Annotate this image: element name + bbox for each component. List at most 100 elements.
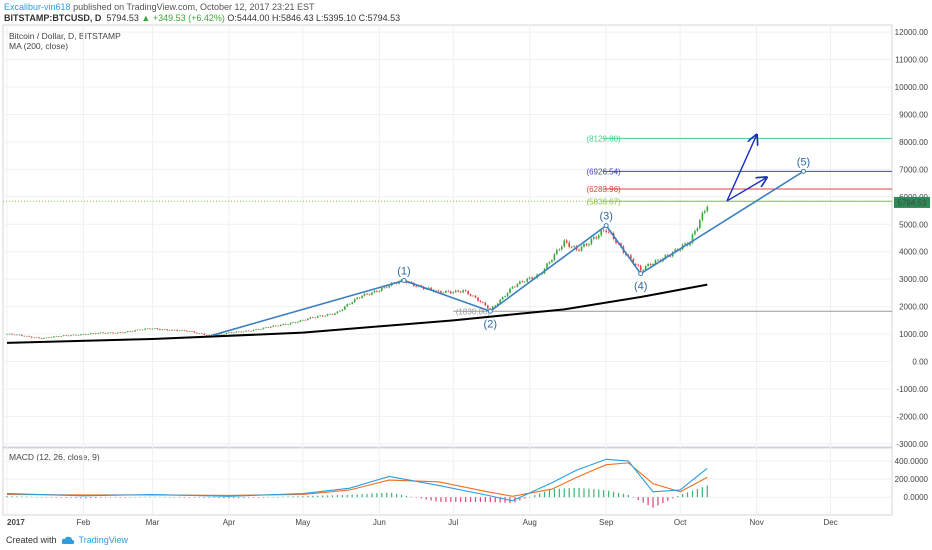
candle xyxy=(634,263,637,265)
candle xyxy=(247,330,250,332)
macd-histogram-bar xyxy=(109,497,112,498)
candle xyxy=(176,329,178,331)
macd-histogram-bar xyxy=(183,497,186,498)
candle xyxy=(585,243,588,246)
candle xyxy=(28,335,30,337)
y-tick-label: 2000.00 xyxy=(899,303,928,312)
wave-path xyxy=(211,170,804,337)
candle xyxy=(344,306,346,310)
candle xyxy=(230,332,233,333)
candle xyxy=(590,238,593,245)
candle xyxy=(77,335,80,336)
projection-arrow xyxy=(726,178,766,202)
candle xyxy=(168,330,171,331)
candle xyxy=(240,331,243,333)
macd-histogram-bar xyxy=(469,497,472,502)
macd-histogram-bar xyxy=(233,497,235,499)
wave-label: (2) xyxy=(484,318,497,330)
y-tick-label: 0.00 xyxy=(912,358,928,367)
macd-histogram-bar xyxy=(391,492,393,498)
candle xyxy=(509,288,511,294)
macd-histogram-bar xyxy=(228,497,230,499)
candle xyxy=(551,260,553,263)
symbol-name: BITSTAMP:BTCUSD, D xyxy=(4,13,102,23)
ohlc-high: H:5846.43 xyxy=(271,13,314,23)
candle xyxy=(580,246,583,251)
macd-histogram-bar xyxy=(479,497,482,502)
candle xyxy=(6,334,8,335)
candle xyxy=(146,328,149,330)
macd-histogram-bar xyxy=(31,496,33,498)
candle xyxy=(630,255,632,260)
wave-label: (1) xyxy=(397,266,410,278)
candle xyxy=(97,333,100,334)
candle xyxy=(299,320,302,322)
macd-histogram-bar xyxy=(317,495,319,498)
candle xyxy=(464,290,467,292)
candle xyxy=(588,244,590,246)
wave-point xyxy=(638,271,644,277)
macd-histogram-bar xyxy=(410,496,412,498)
macd-histogram-bar xyxy=(252,497,255,498)
author-link[interactable]: Excalibur-vin618 xyxy=(4,2,71,12)
macd-histogram-bar xyxy=(588,488,590,498)
macd-histogram-bar xyxy=(430,497,432,501)
candle xyxy=(516,283,519,287)
candle xyxy=(454,290,457,293)
candle xyxy=(43,337,45,339)
candle xyxy=(164,329,166,330)
candle xyxy=(85,334,87,335)
candle xyxy=(220,333,223,335)
candle xyxy=(442,292,445,294)
candle xyxy=(60,336,63,337)
wave-label: (4) xyxy=(634,281,647,293)
macd-histogram-bar xyxy=(657,497,659,506)
candle xyxy=(252,329,255,332)
candle xyxy=(208,334,210,336)
candle xyxy=(457,290,460,292)
candle xyxy=(556,249,558,255)
macd-histogram-bar xyxy=(287,496,289,498)
macd-histogram-bar xyxy=(21,496,23,498)
candle xyxy=(20,334,23,336)
macd-histogram-bar xyxy=(534,495,536,498)
macd-histogram-bar xyxy=(272,496,274,498)
macd-histogram-bar xyxy=(277,496,279,498)
macd-histogram-bar xyxy=(238,497,240,499)
candle xyxy=(292,322,294,323)
candle xyxy=(605,230,607,233)
candle xyxy=(326,314,329,316)
candle xyxy=(649,263,652,266)
candle xyxy=(193,331,196,333)
macd-histogram-bar xyxy=(686,492,689,498)
candle xyxy=(657,259,659,261)
macd-histogram-bar xyxy=(682,493,684,498)
macd-histogram-bar xyxy=(208,497,210,498)
macd-histogram-bar xyxy=(90,497,92,499)
candle xyxy=(615,238,617,244)
candle xyxy=(8,333,11,335)
candle xyxy=(602,230,605,232)
candle xyxy=(141,329,144,331)
candle xyxy=(16,334,18,336)
candle xyxy=(65,335,67,336)
candle xyxy=(33,337,35,339)
wave-label: (3) xyxy=(599,211,612,223)
macd-histogram-bar xyxy=(662,497,664,504)
candle xyxy=(94,333,97,335)
y-tick-label: 5000.00 xyxy=(899,220,928,229)
macd-histogram-bar xyxy=(297,496,299,498)
tradingview-brand[interactable]: TradingView xyxy=(78,535,129,545)
publish-line: Excalibur-vin618 published on TradingVie… xyxy=(4,2,315,12)
macd-histogram-bar xyxy=(243,497,245,498)
macd-histogram-bar xyxy=(45,497,48,498)
candle xyxy=(654,260,657,265)
y-tick-label: -1000.00 xyxy=(896,385,928,394)
candle xyxy=(368,294,371,295)
candle xyxy=(171,329,174,331)
candle xyxy=(706,206,709,212)
macd-histogram-bar xyxy=(677,496,679,498)
candle xyxy=(80,334,82,336)
macd-histogram-bar xyxy=(578,488,580,498)
